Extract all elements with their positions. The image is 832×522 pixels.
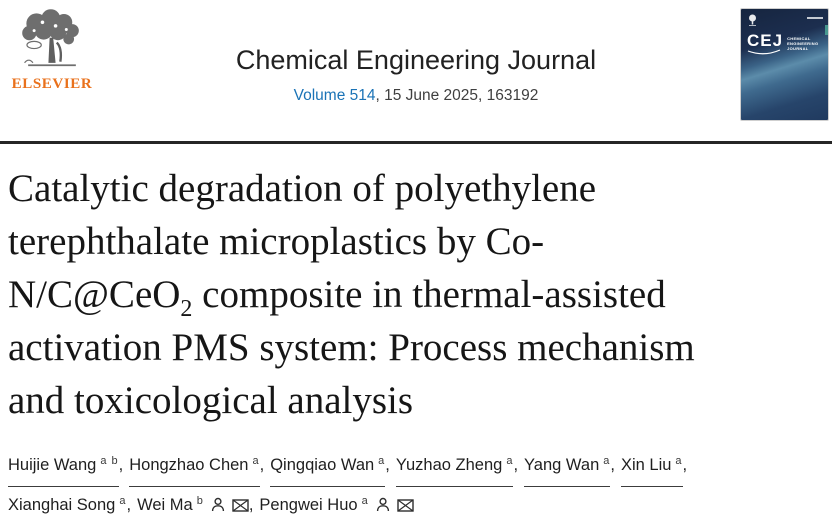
chemical-subscript: 2 — [180, 295, 193, 322]
author-link-hongzhao-chen[interactable]: Hongzhao Chen a — [129, 447, 260, 487]
author-link-pengwei-huo[interactable]: Pengwei Huo a — [259, 487, 414, 522]
affiliation-superscript: a — [506, 455, 514, 467]
affiliation-superscript: a — [378, 455, 386, 467]
email-envelope-icon — [232, 499, 249, 512]
affiliation-superscript: a — [603, 455, 611, 467]
author-separator: , — [118, 456, 124, 474]
author-link-xianghai-song[interactable]: Xianghai Song a — [8, 487, 126, 522]
cover-elsevier-mark-icon — [747, 14, 758, 32]
author-link-qingqiao-wan[interactable]: Qingqiao Wan a — [270, 447, 386, 487]
author-link-xin-liu[interactable]: Xin Liu a — [620, 447, 683, 487]
affiliation-superscript: a — [252, 455, 260, 467]
journal-banner: Chemical Engineering Journal Volume 514,… — [130, 44, 702, 105]
author-separator: , — [248, 496, 254, 514]
cover-logotype: CEJ CHEMICAL ENGINEERING JOURNAL — [747, 31, 819, 56]
author-link-wei-ma[interactable]: Wei Ma b — [137, 487, 249, 522]
affiliation-superscript: a b — [100, 455, 119, 467]
author-link-yang-wan[interactable]: Yang Wan a — [524, 447, 611, 487]
elsevier-wordmark: ELSEVIER — [11, 76, 93, 92]
author-separator: , — [385, 456, 390, 474]
article-title: Catalytic degradation of polyethylene te… — [8, 162, 828, 427]
cover-teal-accent — [825, 25, 828, 35]
cover-abbrev-text: CEJ — [747, 31, 784, 50]
article-title-line-3: N/C@CeO2 composite in thermal-assisted — [8, 273, 666, 322]
author-link-huijie-wang[interactable]: Huijie Wang a b — [8, 447, 119, 487]
author-list: Huijie Wang a b, Hongzhao Chen a, Qingqiao W… — [8, 447, 813, 522]
article-title-line-5: and toxicological analysis — [8, 379, 414, 422]
issue-meta: , 15 June 2025, 163192 — [375, 87, 539, 104]
volume-issue-line: Volume 514, 15 June 2025, 163192 — [130, 87, 702, 105]
header-divider-rule — [0, 141, 832, 144]
journal-cover-thumbnail[interactable]: CEJ CHEMICAL ENGINEERING JOURNAL — [740, 8, 829, 121]
journal-title-link[interactable]: Chemical Engineering Journal — [235, 45, 597, 75]
cover-swoosh-icon — [747, 49, 781, 55]
elsevier-logo[interactable]: ELSEVIER — [10, 8, 94, 93]
affiliation-superscript: a — [119, 495, 127, 507]
volume-link[interactable]: Volume 514 — [293, 87, 376, 104]
article-title-line-4: activation PMS system: Process mechanism — [8, 326, 695, 369]
affiliation-superscript: a — [675, 455, 683, 467]
affiliation-superscript: a — [361, 495, 369, 507]
corresponding-author-person-icon — [376, 497, 389, 512]
author-separator: , — [610, 456, 615, 474]
author-separator: , — [126, 496, 132, 514]
cover-journal-name: CHEMICAL ENGINEERING JOURNAL — [787, 36, 819, 51]
elsevier-tree-icon — [16, 9, 88, 74]
affiliation-superscript: b — [196, 495, 204, 507]
article-title-line-2: terephthalate microplastics by Co- — [8, 220, 545, 263]
cover-issue-text-mark — [807, 17, 823, 19]
author-separator: , — [259, 456, 265, 474]
author-separator: , — [682, 456, 688, 474]
corresponding-author-person-icon — [211, 497, 224, 512]
author-link-yuzhao-zheng[interactable]: Yuzhao Zheng a — [395, 447, 514, 487]
article-title-line-1: Catalytic degradation of polyethylene — [8, 167, 597, 210]
author-separator: , — [513, 456, 519, 474]
email-envelope-icon — [396, 499, 414, 512]
